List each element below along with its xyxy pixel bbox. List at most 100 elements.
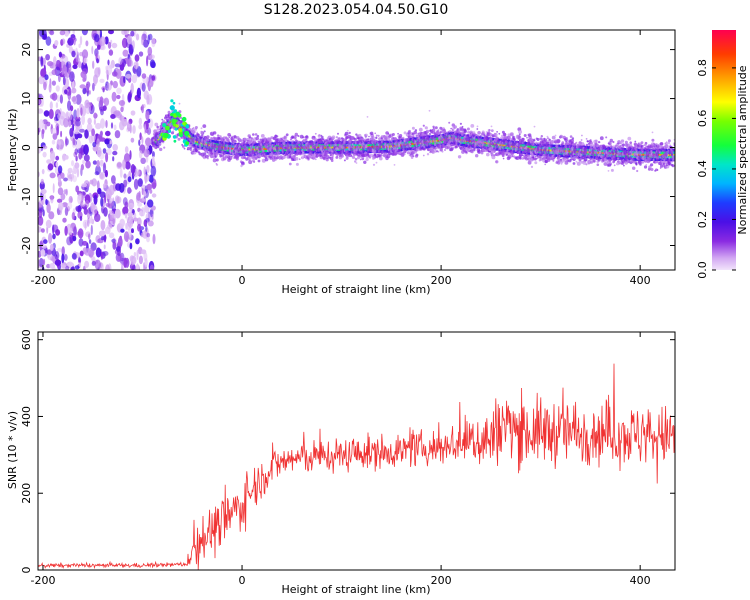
- noise-blob: [43, 110, 50, 117]
- noise-blob: [82, 77, 86, 82]
- noise-blob: [105, 69, 109, 75]
- noise-blob: [114, 208, 121, 219]
- noise-blob: [146, 236, 150, 243]
- halo-point: [347, 129, 349, 132]
- noise-blob: [74, 265, 80, 270]
- noise-blob: [127, 93, 132, 103]
- noise-blob: [99, 159, 104, 167]
- noise-blob: [109, 64, 114, 69]
- halo-point: [276, 135, 279, 138]
- noise-blob: [81, 30, 88, 36]
- halo-point: [299, 134, 304, 139]
- noise-blob: [96, 58, 99, 64]
- noise-blob: [99, 171, 106, 180]
- noise-blob: [40, 56, 44, 67]
- noise-blob: [129, 45, 134, 57]
- noise-blob: [122, 49, 129, 57]
- halo-point: [219, 135, 222, 138]
- noise-blob: [91, 128, 95, 137]
- noise-blob: [116, 94, 121, 100]
- noise-blob: [146, 233, 151, 238]
- halo-point: [444, 149, 446, 151]
- noise-blob: [151, 213, 154, 220]
- noise-blob: [100, 220, 106, 231]
- noise-blob: [112, 241, 117, 250]
- noise-blob: [74, 128, 79, 135]
- halo-point: [238, 144, 241, 147]
- halo-point: [220, 141, 223, 144]
- halo-point: [370, 131, 374, 135]
- noise-blob: [137, 223, 142, 232]
- noise-blob: [144, 173, 147, 184]
- halo-point: [227, 140, 230, 143]
- noise-blob: [143, 39, 149, 48]
- halo-point: [457, 155, 462, 159]
- noise-blob: [141, 104, 145, 114]
- noise-blob: [119, 168, 123, 178]
- halo-point: [153, 145, 158, 149]
- halo-point: [159, 147, 163, 152]
- halo-point: [322, 138, 325, 141]
- halo-point: [330, 159, 334, 162]
- halo-point: [229, 134, 232, 137]
- halo-point: [203, 152, 207, 156]
- noise-blob: [151, 151, 155, 158]
- noise-blob: [93, 194, 98, 205]
- noise-blob: [61, 253, 65, 264]
- halo-point: [196, 133, 199, 136]
- halo-point: [414, 154, 419, 158]
- halo-point: [450, 127, 453, 130]
- noise-blob: [85, 40, 89, 47]
- noise-blob: [130, 137, 135, 143]
- noise-blob: [133, 252, 137, 257]
- noise-blob: [38, 216, 44, 226]
- noise-blob: [120, 106, 124, 113]
- halo-point: [364, 133, 368, 137]
- noise-blob: [114, 63, 121, 68]
- noise-blob: [99, 130, 103, 137]
- noise-blob: [136, 263, 139, 270]
- halo-point: [434, 126, 438, 130]
- noise-blob: [70, 105, 74, 112]
- noise-blob: [48, 108, 54, 120]
- noise-blob: [75, 94, 82, 105]
- noise-blob: [52, 233, 56, 240]
- noise-blob: [104, 138, 110, 145]
- noise-blob: [69, 71, 75, 82]
- noise-blob: [94, 67, 101, 78]
- halo-point: [307, 157, 310, 160]
- halo-point: [453, 125, 457, 129]
- noise-blob: [123, 173, 127, 179]
- halo-point: [314, 138, 317, 141]
- halo-point: [425, 129, 430, 134]
- halo-point: [278, 148, 281, 151]
- halo-point: [379, 154, 383, 157]
- noise-blob: [62, 75, 66, 86]
- noise-blob: [85, 83, 90, 94]
- noise-blob: [111, 91, 117, 102]
- noise-blob: [123, 179, 128, 188]
- noise-blob: [95, 122, 102, 130]
- noise-blob: [148, 174, 154, 183]
- noise-blob: [53, 56, 57, 66]
- halo-point: [395, 151, 399, 155]
- noise-blob: [81, 183, 87, 188]
- noise-blob: [122, 206, 129, 215]
- noise-blob: [67, 202, 73, 210]
- halo-point: [408, 129, 411, 133]
- halo-point: [476, 148, 480, 151]
- halo-point: [235, 157, 239, 161]
- noise-blob: [61, 246, 65, 256]
- noise-blob: [38, 209, 43, 219]
- noise-blob: [54, 259, 62, 266]
- noise-blob: [63, 189, 67, 195]
- halo-point: [432, 125, 435, 128]
- noise-blob: [67, 167, 73, 174]
- noise-blob: [129, 231, 132, 241]
- noise-blob: [140, 157, 146, 164]
- noise-blob: [84, 260, 90, 268]
- halo-point: [305, 135, 309, 138]
- noise-blob: [60, 264, 66, 270]
- noise-blob: [123, 257, 127, 269]
- noise-blob: [141, 73, 147, 79]
